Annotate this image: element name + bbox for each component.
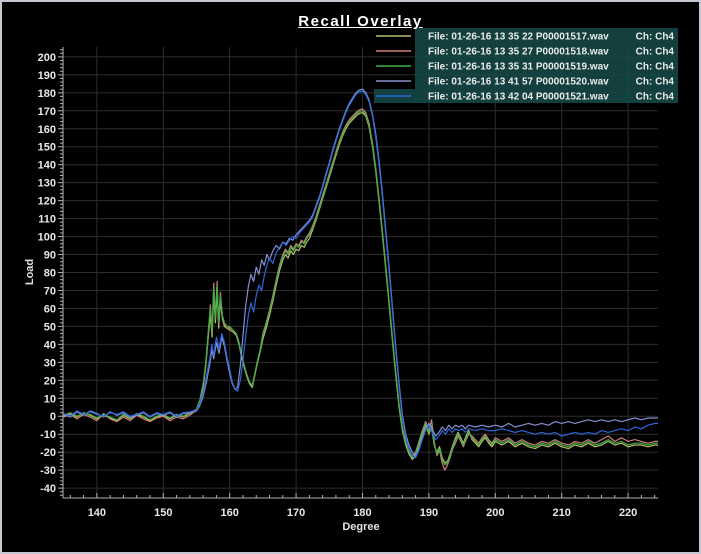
series-layer	[63, 88, 658, 471]
axis-layer: 140 150 160 170 180 190 200 210 220 -40 -30 -20 -10 0…	[38, 47, 658, 519]
y-tick-label: -30	[40, 465, 56, 477]
series-line-4	[63, 88, 658, 457]
y-tick-label: 180	[38, 88, 56, 100]
legend-channel-label: Ch: Ch4	[636, 77, 675, 88]
y-tick-label: 190	[38, 70, 56, 82]
y-tick-label: 40	[44, 339, 56, 351]
legend-file-label: File: 01-26-16 13 42 04 P00001521.wav	[428, 92, 609, 103]
legend-channel-label: Ch: Ch4	[636, 92, 675, 103]
y-tick-label: 150	[38, 142, 56, 154]
x-tick-label: 220	[619, 507, 637, 519]
y-tick-label: 120	[38, 196, 56, 208]
legend-file-label: File: 01-26-16 13 35 27 P00001518.wav	[428, 47, 609, 58]
x-tick-label: 210	[553, 507, 571, 519]
legend-row: File: 01-26-16 13 35 31 P00001519.wav Ch:…	[376, 62, 674, 73]
legend-channel-label: Ch: Ch4	[636, 32, 675, 43]
x-tick-label: 160	[221, 507, 239, 519]
x-tick-label: 180	[353, 507, 371, 519]
grid-layer	[63, 47, 658, 498]
series-line-5	[63, 90, 658, 459]
legend-channel-label: Ch: Ch4	[636, 62, 675, 73]
y-tick-label: 90	[44, 250, 56, 262]
y-tick-label: -10	[40, 429, 56, 441]
y-tick-label: 20	[44, 375, 56, 387]
y-tick-label: 70	[44, 285, 56, 297]
y-tick-label: 140	[38, 160, 56, 172]
x-tick-label: 170	[287, 507, 305, 519]
legend-row: File: 01-26-16 13 35 27 P00001518.wav Ch:…	[376, 47, 674, 58]
x-axis-title: Degree	[342, 521, 379, 533]
x-tick-label: 140	[88, 507, 106, 519]
y-tick-label: 130	[38, 178, 56, 190]
legend: File: 01-26-16 13 35 22 P00001517.wav Ch:…	[374, 28, 678, 103]
y-tick-label: 110	[38, 214, 56, 226]
y-tick-label: 170	[38, 106, 56, 118]
y-tick-label: 200	[38, 52, 56, 64]
legend-row: File: 01-26-16 13 42 04 P00001521.wav Ch:…	[376, 92, 674, 103]
y-axis-title: Load	[24, 259, 36, 285]
y-tick-label: 50	[44, 321, 56, 333]
y-tick-label: 0	[50, 411, 56, 423]
legend-file-label: File: 01-26-16 13 41 57 P00001520.wav	[428, 77, 609, 88]
y-tick-label: 30	[44, 357, 56, 369]
y-tick-label: 10	[44, 393, 56, 405]
y-tick-label: 80	[44, 268, 56, 280]
legend-box	[415, 28, 678, 103]
legend-channel-label: Ch: Ch4	[636, 47, 675, 58]
x-tick-label: 200	[486, 507, 504, 519]
x-tick-label: 190	[420, 507, 438, 519]
y-tick-label: -20	[40, 447, 56, 459]
series-line-3	[63, 110, 658, 466]
y-tick-label: -40	[40, 483, 56, 495]
legend-file-label: File: 01-26-16 13 35 31 P00001519.wav	[428, 62, 609, 73]
legend-file-label: File: 01-26-16 13 35 22 P00001517.wav	[428, 32, 609, 43]
y-tick-label: 100	[38, 232, 56, 244]
y-tick-label: 60	[44, 303, 56, 315]
legend-row: File: 01-26-16 13 41 57 P00001520.wav Ch:…	[376, 77, 674, 88]
x-tick-label: 150	[154, 507, 172, 519]
legend-row: File: 01-26-16 13 35 22 P00001517.wav Ch:…	[376, 32, 674, 43]
y-tick-label: 160	[38, 124, 56, 136]
